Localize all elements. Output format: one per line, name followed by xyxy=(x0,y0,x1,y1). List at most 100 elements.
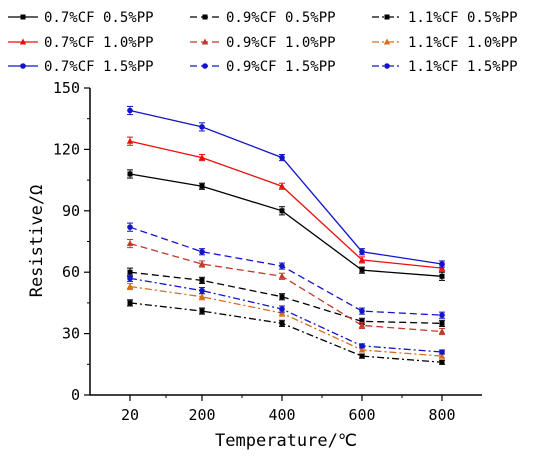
data-point xyxy=(439,359,445,365)
legend-label: 0.9%CF 0.5%PP xyxy=(226,10,336,26)
data-point xyxy=(439,261,445,267)
data-point xyxy=(359,267,365,273)
legend-swatch-marker xyxy=(202,63,208,69)
series-line xyxy=(129,277,443,353)
y-tick-label: 90 xyxy=(62,202,80,220)
data-point xyxy=(126,137,134,144)
data-point xyxy=(438,264,446,271)
data-point xyxy=(199,287,205,294)
y-tick-label: 60 xyxy=(62,263,80,281)
data-point xyxy=(279,154,285,161)
data-point xyxy=(279,208,285,214)
data-point xyxy=(126,240,134,247)
data-point xyxy=(127,171,133,177)
x-tick-label: 200 xyxy=(188,406,215,424)
data-point xyxy=(199,248,205,255)
data-point xyxy=(126,283,134,290)
x-tick-label: 800 xyxy=(428,406,455,424)
data-point xyxy=(198,293,206,300)
legend-swatch-marker xyxy=(384,63,390,69)
data-point xyxy=(278,309,286,316)
legend-label: 1.1%CF 1.0%PP xyxy=(408,35,518,51)
data-point xyxy=(127,269,133,275)
legend-label: 1.1%CF 0.5%PP xyxy=(408,10,518,26)
data-point xyxy=(438,328,446,335)
legend-item: 0.7%CF 0.5%PP xyxy=(8,10,154,26)
legend-swatch-marker xyxy=(383,38,391,45)
data-point xyxy=(439,320,445,326)
data-point xyxy=(127,224,133,230)
y-ticks: 0 30 60 90 120 150 xyxy=(53,79,90,404)
data-point xyxy=(359,343,365,349)
series-1 xyxy=(127,169,445,281)
data-point xyxy=(439,273,445,279)
legend-item: 0.7%CF 1.5%PP xyxy=(8,59,154,75)
data-point xyxy=(278,182,286,189)
data-point xyxy=(358,256,366,263)
data-point xyxy=(358,346,366,353)
legend-swatch-marker xyxy=(202,14,208,20)
series-line xyxy=(129,302,443,363)
legend-label: 0.9%CF 1.5%PP xyxy=(226,59,336,75)
plot-area: 0 30 60 90 120 150 20 200 400 600 800 xyxy=(53,79,482,424)
series-line xyxy=(129,271,443,325)
data-point xyxy=(279,320,285,326)
x-tick-label: 20 xyxy=(121,406,139,424)
y-tick-label: 150 xyxy=(53,79,80,97)
legend: 0.7%CF 0.5%PP 0.9%CF 0.5%PP 1.1%CF 0.5%PP 0… xyxy=(8,10,518,75)
y-tick-label: 30 xyxy=(62,325,80,343)
series-4 xyxy=(126,136,446,272)
data-point xyxy=(439,312,445,318)
data-point xyxy=(127,275,133,282)
legend-swatch-marker xyxy=(20,14,26,20)
data-point xyxy=(199,124,205,130)
x-tick-label: 400 xyxy=(268,406,295,424)
data-point xyxy=(359,318,365,324)
legend-item: 1.1%CF 1.0%PP xyxy=(372,35,518,51)
series-8 xyxy=(127,222,445,319)
data-point xyxy=(439,349,445,355)
data-point xyxy=(198,154,206,161)
y-axis-title: Resistive/Ω xyxy=(27,185,47,298)
series-2 xyxy=(127,267,445,327)
legend-swatch-marker xyxy=(20,63,26,69)
legend-label: 0.7%CF 0.5%PP xyxy=(44,10,154,26)
data-point xyxy=(358,321,366,328)
legend-item: 0.7%CF 1.0%PP xyxy=(8,35,154,51)
data-point xyxy=(279,263,285,269)
data-point xyxy=(359,353,365,359)
data-point xyxy=(359,308,365,314)
data-point xyxy=(279,306,285,312)
series-3 xyxy=(127,299,445,365)
data-point xyxy=(127,300,133,306)
data-point xyxy=(127,107,133,114)
data-point xyxy=(278,272,286,279)
legend-item: 0.9%CF 1.0%PP xyxy=(190,35,336,51)
series-5 xyxy=(126,238,446,336)
data-point xyxy=(279,294,285,300)
data-point xyxy=(199,308,205,314)
data-point xyxy=(198,260,206,267)
x-tick-label: 600 xyxy=(348,406,375,424)
y-tick-label: 120 xyxy=(53,140,80,158)
x-axis-title: Temperature/℃ xyxy=(215,431,357,451)
legend-label: 0.7%CF 1.0%PP xyxy=(44,35,154,51)
data-point xyxy=(199,277,205,283)
series-line xyxy=(129,109,443,265)
series-line xyxy=(129,140,443,269)
legend-swatch-marker xyxy=(19,38,27,45)
legend-swatch-marker xyxy=(384,14,390,20)
x-ticks: 20 200 400 600 800 xyxy=(121,395,456,424)
y-tick-label: 0 xyxy=(71,386,80,404)
data-point xyxy=(438,352,446,359)
data-point xyxy=(199,183,205,189)
legend-item: 1.1%CF 0.5%PP xyxy=(372,10,518,26)
data-point xyxy=(359,248,365,255)
legend-label: 0.7%CF 1.5%PP xyxy=(44,59,154,75)
legend-item: 0.9%CF 1.5%PP xyxy=(190,59,336,75)
legend-swatch-marker xyxy=(201,38,209,45)
series-group xyxy=(126,105,446,365)
legend-item: 0.9%CF 0.5%PP xyxy=(190,10,336,26)
series-line xyxy=(129,285,443,357)
